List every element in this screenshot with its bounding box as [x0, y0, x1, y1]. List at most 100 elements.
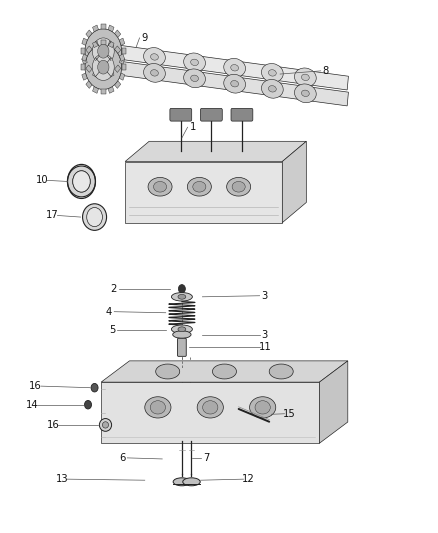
- Ellipse shape: [184, 53, 205, 72]
- Polygon shape: [81, 64, 85, 70]
- Ellipse shape: [269, 364, 293, 379]
- Polygon shape: [125, 161, 283, 223]
- Ellipse shape: [193, 181, 206, 192]
- Ellipse shape: [250, 397, 276, 418]
- Polygon shape: [86, 81, 92, 88]
- Ellipse shape: [99, 418, 112, 431]
- Ellipse shape: [171, 293, 192, 301]
- Ellipse shape: [301, 90, 309, 96]
- Text: 2: 2: [110, 284, 117, 294]
- Text: 17: 17: [46, 211, 59, 221]
- Ellipse shape: [191, 59, 198, 66]
- Ellipse shape: [183, 478, 200, 486]
- Ellipse shape: [261, 79, 283, 98]
- Polygon shape: [82, 73, 87, 80]
- Text: 9: 9: [141, 33, 148, 43]
- Ellipse shape: [153, 181, 166, 192]
- Text: 5: 5: [109, 325, 115, 335]
- Polygon shape: [119, 54, 125, 61]
- Polygon shape: [82, 38, 87, 45]
- Ellipse shape: [155, 364, 180, 379]
- Polygon shape: [115, 65, 121, 72]
- Ellipse shape: [145, 397, 171, 418]
- Polygon shape: [82, 57, 87, 64]
- Polygon shape: [92, 41, 99, 47]
- Ellipse shape: [212, 364, 237, 379]
- Ellipse shape: [67, 166, 95, 197]
- Text: 7: 7: [203, 453, 209, 463]
- Polygon shape: [108, 71, 114, 77]
- Ellipse shape: [173, 331, 191, 338]
- Ellipse shape: [178, 294, 186, 299]
- Polygon shape: [122, 64, 126, 70]
- Ellipse shape: [191, 75, 198, 82]
- Text: 10: 10: [36, 175, 49, 185]
- Ellipse shape: [178, 327, 186, 332]
- Ellipse shape: [203, 401, 218, 414]
- Polygon shape: [101, 74, 106, 78]
- Polygon shape: [119, 38, 125, 45]
- Polygon shape: [86, 30, 92, 37]
- Circle shape: [98, 44, 109, 58]
- Polygon shape: [115, 46, 121, 53]
- Ellipse shape: [151, 70, 159, 76]
- Polygon shape: [115, 30, 121, 37]
- Ellipse shape: [294, 84, 316, 103]
- Polygon shape: [101, 382, 319, 443]
- Text: 6: 6: [119, 453, 125, 463]
- Ellipse shape: [82, 204, 106, 230]
- Ellipse shape: [85, 400, 92, 409]
- Polygon shape: [101, 90, 106, 94]
- Ellipse shape: [226, 177, 251, 196]
- Polygon shape: [108, 25, 114, 31]
- Polygon shape: [119, 73, 125, 80]
- Polygon shape: [111, 44, 348, 90]
- Polygon shape: [108, 41, 114, 47]
- Ellipse shape: [184, 69, 205, 87]
- Ellipse shape: [91, 383, 98, 392]
- Circle shape: [92, 38, 114, 64]
- Ellipse shape: [255, 401, 270, 414]
- Circle shape: [178, 285, 185, 293]
- FancyBboxPatch shape: [231, 108, 253, 121]
- Ellipse shape: [294, 68, 316, 87]
- Ellipse shape: [231, 80, 239, 87]
- Polygon shape: [92, 71, 99, 77]
- Ellipse shape: [144, 63, 166, 82]
- Text: 16: 16: [47, 420, 60, 430]
- Polygon shape: [92, 87, 99, 93]
- FancyBboxPatch shape: [170, 108, 192, 121]
- Text: 11: 11: [258, 342, 271, 352]
- Ellipse shape: [301, 74, 309, 80]
- Circle shape: [85, 45, 122, 90]
- Polygon shape: [319, 361, 348, 443]
- Ellipse shape: [231, 64, 239, 71]
- Polygon shape: [86, 46, 92, 53]
- FancyBboxPatch shape: [177, 338, 186, 357]
- Circle shape: [92, 54, 114, 80]
- Ellipse shape: [148, 177, 172, 196]
- Ellipse shape: [197, 397, 223, 418]
- Ellipse shape: [173, 478, 191, 486]
- Text: 13: 13: [56, 474, 68, 484]
- Text: 3: 3: [262, 329, 268, 340]
- Text: 15: 15: [283, 409, 296, 419]
- Ellipse shape: [187, 177, 212, 196]
- Polygon shape: [101, 24, 106, 29]
- Ellipse shape: [224, 75, 246, 93]
- Ellipse shape: [150, 401, 166, 414]
- Text: 12: 12: [242, 474, 255, 484]
- Polygon shape: [82, 54, 87, 61]
- Polygon shape: [119, 57, 125, 64]
- Text: 14: 14: [26, 400, 39, 410]
- Ellipse shape: [232, 181, 245, 192]
- Ellipse shape: [151, 54, 159, 60]
- Polygon shape: [283, 141, 306, 223]
- Polygon shape: [81, 49, 85, 54]
- Ellipse shape: [261, 63, 283, 82]
- Text: 4: 4: [106, 306, 112, 317]
- Polygon shape: [122, 49, 126, 54]
- Ellipse shape: [268, 86, 276, 92]
- FancyBboxPatch shape: [201, 108, 222, 121]
- Polygon shape: [111, 60, 348, 106]
